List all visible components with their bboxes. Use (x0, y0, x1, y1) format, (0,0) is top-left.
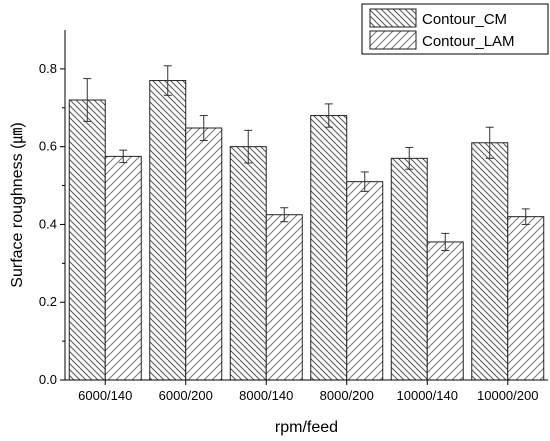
x-tick-label: 8000/140 (239, 388, 293, 403)
y-tick-label: 0.4 (39, 216, 57, 231)
bar (229, 146, 267, 381)
y-tick-label: 0.0 (39, 372, 57, 387)
y-tick-label: 0.6 (39, 139, 57, 154)
bar (507, 216, 545, 381)
bar (426, 241, 464, 381)
x-tick-label: 8000/200 (320, 388, 374, 403)
x-tick-label: 10000/200 (477, 388, 538, 403)
x-tick-label: 6000/140 (78, 388, 132, 403)
bar (346, 181, 384, 381)
y-tick-label: 0.2 (39, 294, 57, 309)
x-tick-label: 6000/200 (159, 388, 213, 403)
bar (68, 99, 106, 381)
x-tick-label: 10000/140 (397, 388, 458, 403)
plot-area: 6000/140 6000/200 8000/140 8000/200 10000/14… (39, 30, 548, 403)
bar (149, 80, 187, 381)
y-tick-label: 0.8 (39, 61, 57, 76)
legend-swatch (369, 8, 417, 28)
bar (471, 142, 509, 381)
bar (390, 157, 428, 381)
bar (265, 214, 303, 381)
legend-label: Contour_CM (422, 11, 507, 28)
y-axis-title: Surface roughness (㎛) (9, 122, 26, 287)
legend: Contour_CM Contour_LAM (361, 3, 549, 55)
legend-label: Contour_LAM (422, 33, 515, 50)
legend-swatch (369, 30, 417, 50)
bar (310, 115, 348, 381)
bar (104, 155, 142, 381)
bar (185, 127, 223, 381)
x-axis-title: rpm/feed (275, 419, 338, 436)
